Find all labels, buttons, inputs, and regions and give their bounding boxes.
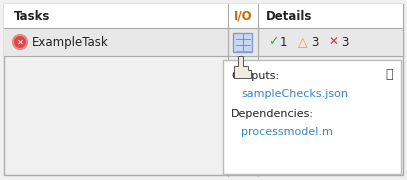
Text: 3: 3 [311,35,318,48]
Text: Details: Details [266,10,313,22]
Text: processmodel.m: processmodel.m [241,127,333,137]
Text: ✓: ✓ [268,35,278,48]
Text: 1: 1 [280,35,287,48]
FancyBboxPatch shape [223,60,401,174]
Text: ✕: ✕ [329,35,339,48]
FancyBboxPatch shape [234,33,252,51]
Bar [4,4,403,28]
FancyBboxPatch shape [4,4,403,175]
Text: sampleChecks.json: sampleChecks.json [241,89,348,99]
Text: 🖫: 🖫 [385,68,393,80]
Text: Tasks: Tasks [14,10,50,22]
Circle shape [13,35,27,49]
Polygon shape [234,56,251,78]
Text: ExampleTask: ExampleTask [32,35,109,48]
Text: Dependencies:: Dependencies: [231,109,314,119]
Text: △: △ [298,37,308,50]
Text: ✕: ✕ [17,37,24,46]
Text: Outputs:: Outputs: [231,71,279,81]
Text: I/O: I/O [234,10,252,22]
Text: 3: 3 [341,35,348,48]
Bar [4,28,403,56]
